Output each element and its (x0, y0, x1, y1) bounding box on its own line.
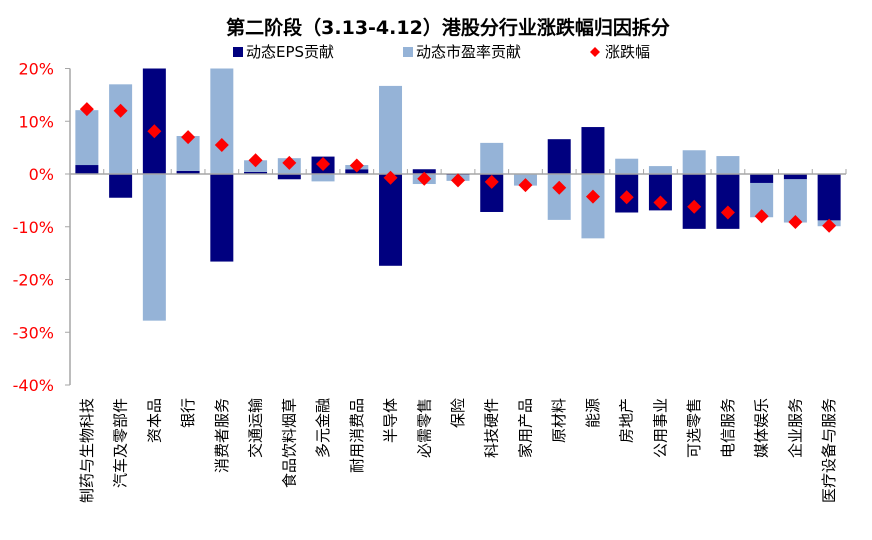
legend-swatch-eps (233, 47, 243, 57)
category-label: 可选零售 (685, 398, 703, 458)
change-marker-6 (248, 153, 263, 168)
change-marker-23 (822, 218, 837, 233)
category-label: 电信服务 (719, 398, 737, 458)
category-label: 多元金融 (314, 398, 332, 458)
legend-swatch-pe (403, 47, 413, 57)
change-marker-5 (214, 137, 229, 152)
change-marker-21 (754, 209, 769, 224)
pe-bar-18 (648, 166, 672, 174)
pe-bar-22 (783, 179, 807, 223)
change-marker-4 (181, 130, 196, 145)
legend-label-change: 涨跌幅 (605, 43, 650, 61)
change-marker-12 (451, 173, 465, 188)
y-tick-label: -30% (13, 323, 54, 342)
pe-bar-19 (682, 150, 706, 174)
category-label: 半导体 (382, 398, 400, 443)
pe-bar-17 (615, 158, 639, 174)
change-marker-18 (653, 195, 668, 210)
change-marker-2 (113, 103, 128, 118)
eps-bar-21 (750, 174, 774, 183)
legend-label-eps: 动态EPS贡献 (246, 43, 334, 61)
change-marker-13 (484, 174, 499, 189)
category-label: 房地产 (618, 398, 636, 443)
eps-bar-7 (277, 174, 301, 180)
eps-bar-22 (783, 174, 807, 180)
change-marker-14 (518, 178, 533, 193)
change-marker-16 (585, 189, 600, 204)
pe-bar-4 (176, 136, 200, 171)
category-label: 银行 (179, 398, 197, 428)
category-label: 能源 (584, 398, 602, 428)
pe-bar-20 (716, 156, 740, 174)
category-label: 必需零售 (415, 398, 433, 458)
eps-bar-16 (581, 127, 605, 174)
eps-bar-23 (817, 174, 841, 221)
change-marker-17 (619, 190, 634, 205)
category-label: 交通运输 (247, 398, 265, 458)
change-marker-11 (417, 171, 432, 186)
category-label: 医疗设备与服务 (820, 398, 838, 503)
legend-marker-change (590, 47, 600, 57)
category-label: 食品饮料烟草 (280, 398, 298, 488)
change-marker-10 (383, 170, 398, 185)
category-label: 消费者服务 (213, 398, 231, 473)
category-label: 家用产品 (516, 398, 534, 458)
category-label: 媒体娱乐 (753, 398, 771, 458)
change-marker-19 (687, 199, 702, 214)
category-label: 制药与生物科技 (78, 398, 96, 503)
pe-bar-3 (142, 174, 166, 321)
change-marker-9 (349, 158, 364, 173)
category-label: 企业服务 (786, 398, 804, 458)
category-label: 资本品 (145, 398, 163, 443)
change-marker-22 (788, 215, 803, 230)
eps-bar-13 (480, 174, 504, 212)
y-tick-label: -40% (13, 376, 54, 395)
eps-bar-1 (75, 165, 99, 174)
category-label: 原材料 (550, 398, 568, 443)
eps-bar-15 (547, 139, 571, 174)
y-tick-label: -20% (13, 271, 54, 290)
eps-bar-5 (210, 174, 234, 262)
category-label: 汽车及零部件 (112, 398, 130, 488)
category-label: 科技硬件 (483, 398, 501, 458)
change-marker-8 (316, 156, 331, 171)
y-tick-label: 10% (18, 112, 54, 131)
eps-bar-6 (244, 171, 268, 174)
category-label: 保险 (449, 398, 467, 428)
legend: 动态EPS贡献 动态市盈率贡献 涨跌幅 (233, 43, 650, 61)
pe-bar-15 (547, 174, 571, 220)
y-tick-label: -10% (13, 218, 54, 237)
legend-label-pe: 动态市盈率贡献 (416, 43, 521, 61)
pe-bar-10 (379, 85, 403, 174)
y-tick-label: 0% (29, 165, 54, 184)
pe-bar-21 (750, 182, 774, 218)
change-marker-1 (79, 102, 94, 117)
eps-bar-10 (379, 174, 403, 266)
pe-bar-5 (210, 68, 234, 174)
change-marker-15 (552, 180, 567, 195)
pe-bar-16 (581, 174, 605, 239)
category-label: 公用事业 (651, 398, 669, 458)
category-label: 耐用消费品 (348, 398, 366, 473)
eps-bar-2 (109, 174, 133, 198)
chart-title: 第二阶段（3.13-4.12）港股分行业涨跌幅归因拆分 (226, 16, 670, 39)
change-marker-20 (720, 205, 735, 220)
pe-bar-8 (311, 174, 335, 182)
pe-bar-1 (75, 110, 99, 166)
change-marker-3 (147, 124, 162, 139)
eps-bar-20 (716, 174, 740, 229)
eps-bar-4 (176, 170, 200, 174)
pe-bar-13 (480, 142, 504, 174)
y-tick-label: 20% (18, 60, 54, 79)
change-marker-7 (282, 155, 297, 170)
pe-bar-2 (109, 84, 133, 174)
eps-bar-3 (142, 68, 166, 174)
eps-bar-11 (412, 169, 436, 174)
